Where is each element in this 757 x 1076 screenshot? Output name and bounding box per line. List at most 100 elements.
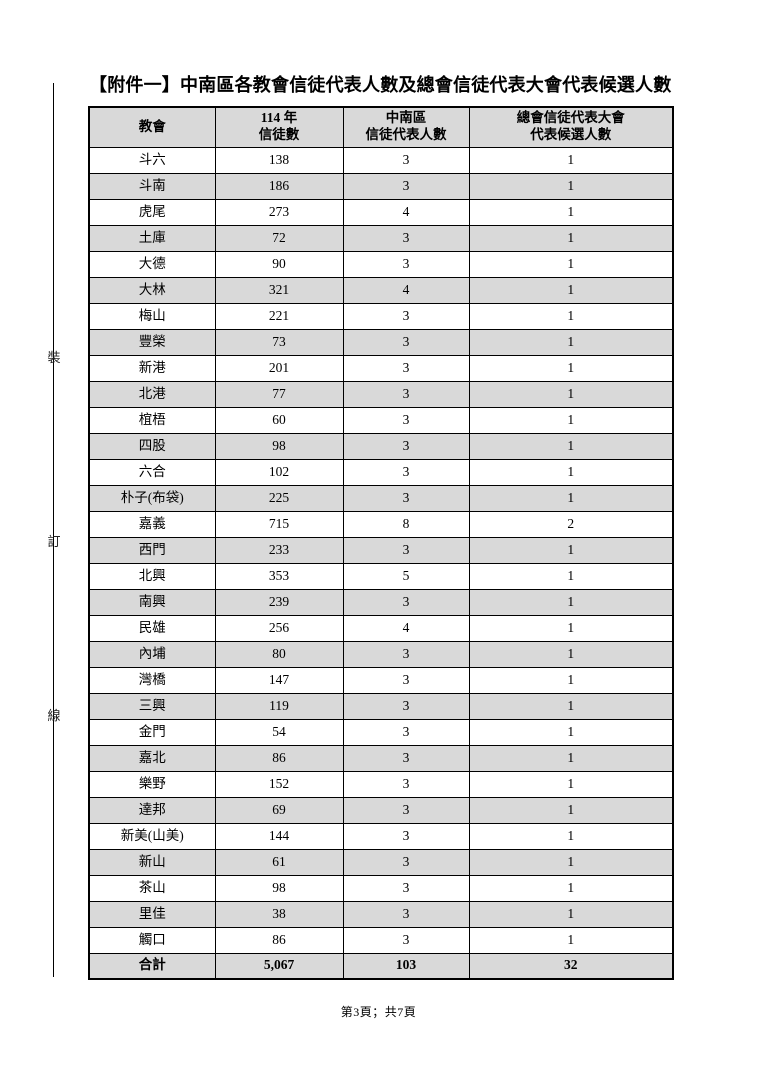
cell-ga-candidates: 1	[468, 146, 674, 174]
cell-church: 新港	[88, 354, 216, 382]
page-title: 【附件一】中南區各教會信徒代表人數及總會信徒代表大會代表候選人數	[89, 75, 672, 95]
cell-ga-candidates: 1	[468, 484, 674, 512]
table-body: 斗六 138 3 1 斗南 186 3 1 虎尾 273 4 1 土庫 72 3 1 大德 90 3 1 大林 321 4 1…	[88, 146, 674, 980]
cell-ga-candidates: 1	[468, 796, 674, 824]
cell-district-reps: 3	[342, 432, 470, 460]
binding-mark-zhuang: 裝	[47, 350, 61, 365]
total-row: 合計 5,067 103 32	[88, 952, 674, 980]
cell-district-reps: 3	[342, 484, 470, 512]
cell-church: 嘉北	[88, 744, 216, 772]
cell-members: 233	[214, 536, 344, 564]
cell-ga-candidates: 1	[468, 588, 674, 616]
cell-church: 梅山	[88, 302, 216, 330]
cell-district-reps: 3	[342, 848, 470, 876]
table-row: 梅山 221 3 1	[88, 302, 674, 330]
table-row: 斗六 138 3 1	[88, 146, 674, 174]
cell-church: 六合	[88, 458, 216, 486]
table-row: 觸口 86 3 1	[88, 926, 674, 954]
cell-ga-candidates: 1	[468, 536, 674, 564]
cell-church: 朴子(布袋)	[88, 484, 216, 512]
table-row: 北港 77 3 1	[88, 380, 674, 408]
cell-members: 98	[214, 432, 344, 460]
cell-ga-candidates: 1	[468, 900, 674, 928]
table-row: 新山 61 3 1	[88, 848, 674, 876]
table-row: 民雄 256 4 1	[88, 614, 674, 642]
table-row: 大林 321 4 1	[88, 276, 674, 304]
table-row: 北興 353 5 1	[88, 562, 674, 590]
cell-church: 北港	[88, 380, 216, 408]
total-cell-church: 合計	[88, 952, 216, 980]
table-header: 教會 114 年信徒數 中南區 信徒代表人數 總會信徒代表大會 代表候選人數	[88, 106, 674, 148]
table-row: 虎尾 273 4 1	[88, 198, 674, 226]
table-row: 內埔 80 3 1	[88, 640, 674, 668]
cell-district-reps: 3	[342, 640, 470, 668]
table-row: 新港 201 3 1	[88, 354, 674, 382]
table-row: 新美(山美) 144 3 1	[88, 822, 674, 850]
cell-church: 大德	[88, 250, 216, 278]
cell-members: 38	[214, 900, 344, 928]
cell-ga-candidates: 1	[468, 458, 674, 486]
cell-district-reps: 3	[342, 250, 470, 278]
cell-ga-candidates: 1	[468, 406, 674, 434]
cell-ga-candidates: 1	[468, 302, 674, 330]
binding-line: 裝 訂 線	[47, 83, 61, 977]
cell-district-reps: 3	[342, 406, 470, 434]
cell-district-reps: 3	[342, 380, 470, 408]
cell-church: 三興	[88, 692, 216, 720]
cell-district-reps: 4	[342, 198, 470, 226]
cell-district-reps: 4	[342, 614, 470, 642]
column-header-1: 114 年信徒數	[214, 106, 344, 148]
total-cell-district-reps: 103	[342, 952, 470, 980]
cell-members: 186	[214, 172, 344, 200]
cell-district-reps: 3	[342, 666, 470, 694]
cell-ga-candidates: 1	[468, 276, 674, 304]
cell-district-reps: 4	[342, 276, 470, 304]
table-row: 南興 239 3 1	[88, 588, 674, 616]
cell-district-reps: 3	[342, 536, 470, 564]
table-row: 四股 98 3 1	[88, 432, 674, 460]
cell-members: 152	[214, 770, 344, 798]
cell-ga-candidates: 1	[468, 328, 674, 356]
cell-church: 內埔	[88, 640, 216, 668]
cell-church: 樂野	[88, 770, 216, 798]
cell-church: 斗六	[88, 146, 216, 174]
cell-ga-candidates: 1	[468, 926, 674, 954]
cell-ga-candidates: 1	[468, 744, 674, 772]
cell-ga-candidates: 1	[468, 666, 674, 694]
cell-church: 西門	[88, 536, 216, 564]
representatives-table: 教會 114 年信徒數 中南區 信徒代表人數 總會信徒代表大會 代表候選人數 斗六 138 3…	[88, 106, 674, 980]
column-header-2: 中南區 信徒代表人數	[342, 106, 470, 148]
table-row: 大德 90 3 1	[88, 250, 674, 278]
table-row: 茶山 98 3 1	[88, 874, 674, 902]
cell-members: 86	[214, 926, 344, 954]
table-row: 朴子(布袋) 225 3 1	[88, 484, 674, 512]
cell-ga-candidates: 1	[468, 692, 674, 720]
cell-ga-candidates: 1	[468, 172, 674, 200]
cell-ga-candidates: 1	[468, 822, 674, 850]
cell-ga-candidates: 1	[468, 770, 674, 798]
cell-district-reps: 5	[342, 562, 470, 590]
cell-church: 金門	[88, 718, 216, 746]
cell-members: 73	[214, 328, 344, 356]
cell-church: 虎尾	[88, 198, 216, 226]
cell-members: 54	[214, 718, 344, 746]
table-row: 樂野 152 3 1	[88, 770, 674, 798]
binding-mark-xian: 線	[47, 708, 61, 723]
table-row: 椬梧 60 3 1	[88, 406, 674, 434]
table-row: 三興 119 3 1	[88, 692, 674, 720]
cell-district-reps: 3	[342, 900, 470, 928]
total-cell-ga-candidates: 32	[468, 952, 674, 980]
cell-church: 四股	[88, 432, 216, 460]
table-row: 土庫 72 3 1	[88, 224, 674, 252]
total-cell-members: 5,067	[214, 952, 344, 980]
cell-members: 225	[214, 484, 344, 512]
cell-church: 民雄	[88, 614, 216, 642]
cell-district-reps: 3	[342, 458, 470, 486]
cell-members: 138	[214, 146, 344, 174]
cell-members: 256	[214, 614, 344, 642]
cell-church: 灣橋	[88, 666, 216, 694]
cell-church: 南興	[88, 588, 216, 616]
table-row: 六合 102 3 1	[88, 458, 674, 486]
table-row: 斗南 186 3 1	[88, 172, 674, 200]
cell-district-reps: 3	[342, 224, 470, 252]
